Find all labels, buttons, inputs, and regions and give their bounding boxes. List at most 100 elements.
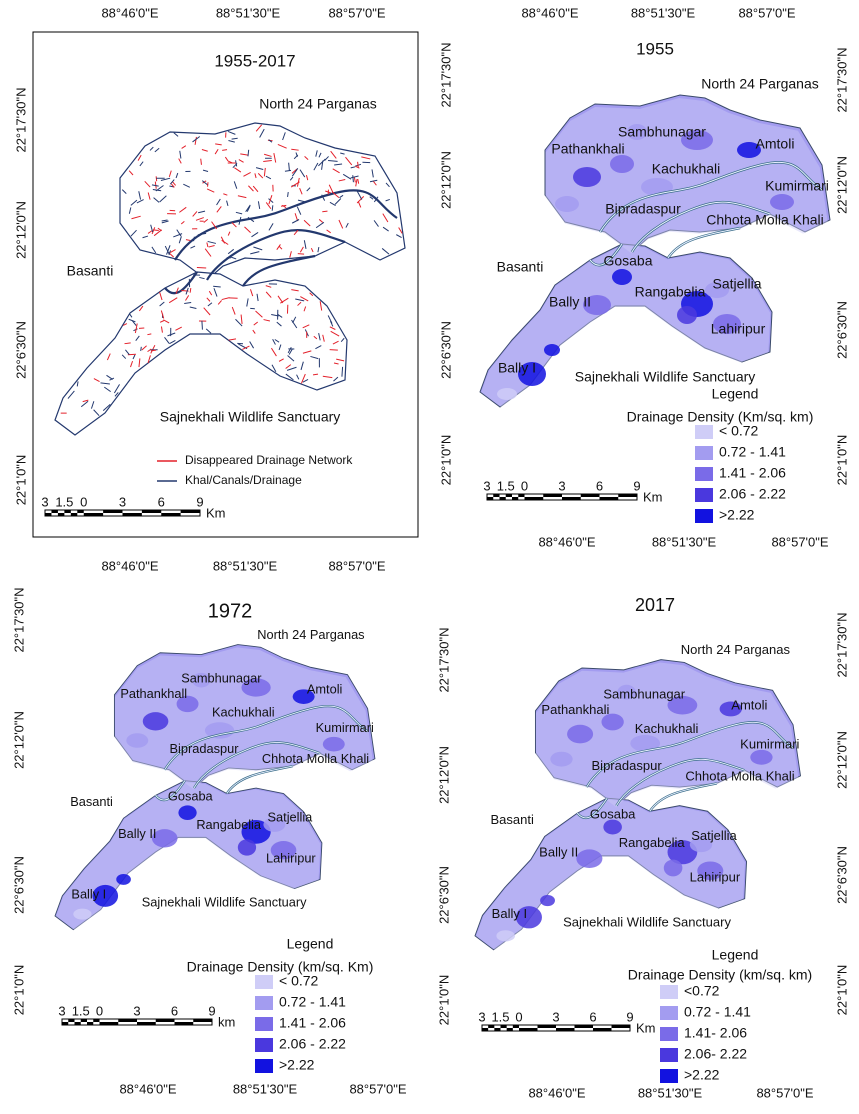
place-label: Lahiripur bbox=[711, 321, 766, 337]
scale-label: 9 bbox=[208, 1003, 215, 1018]
place-label: Bipradaspur bbox=[591, 758, 662, 773]
place-label: Kachukhali bbox=[212, 704, 275, 719]
drainage-line bbox=[330, 350, 338, 351]
axis-label: 88°46'0"E bbox=[119, 1081, 176, 1096]
axis-label: 88°51'30"E bbox=[638, 1085, 703, 1100]
drainage-line bbox=[153, 230, 159, 231]
scale-label: 3 bbox=[119, 494, 126, 509]
scale-segment bbox=[512, 497, 518, 500]
legend-label: <0.72 bbox=[684, 983, 720, 999]
scale-segment bbox=[87, 1022, 93, 1025]
panel-title: 1955-2017 bbox=[214, 51, 295, 70]
axis-label: 22°12'0"N bbox=[11, 711, 26, 769]
scale-segment bbox=[62, 1022, 68, 1025]
density-patch bbox=[603, 820, 622, 835]
legend-label: Disappeared Drainage Network bbox=[185, 453, 353, 467]
place-label: Bally II bbox=[118, 826, 156, 841]
density-patch bbox=[576, 849, 602, 868]
axis-label: 22°6'30"N bbox=[13, 321, 28, 379]
place-label: Kachukhali bbox=[652, 161, 721, 177]
place-label: Chhota Molla Khali bbox=[262, 751, 369, 766]
axis-label: 88°57'0"E bbox=[771, 534, 828, 549]
density-patch bbox=[612, 269, 632, 285]
legend-swatch bbox=[255, 1017, 273, 1031]
scale-label: 3 bbox=[478, 1009, 485, 1024]
scale-unit: Km bbox=[643, 489, 663, 504]
axis-label: 22°1'0"N bbox=[436, 975, 451, 1026]
axis-label: 22°12'0"N bbox=[436, 746, 451, 804]
scale-label: 3 bbox=[58, 1003, 65, 1018]
legend-label: 1.41 - 2.06 bbox=[279, 1015, 346, 1031]
scale-segment bbox=[58, 513, 64, 516]
density-patch bbox=[73, 909, 91, 920]
scale-label: 3 bbox=[41, 494, 48, 509]
scale-label: 9 bbox=[196, 494, 203, 509]
region bbox=[120, 123, 405, 280]
place-label: Lahiripur bbox=[266, 851, 316, 866]
place-label: Kumirmari bbox=[765, 178, 829, 194]
legend-label: 2.06- 2.22 bbox=[684, 1046, 747, 1062]
drainage-line bbox=[272, 205, 273, 210]
axis-label: 22°6'30"N bbox=[436, 866, 451, 924]
axis-label: 88°46'0"E bbox=[538, 534, 595, 549]
density-patch bbox=[555, 196, 579, 212]
place-label: Bally II bbox=[549, 294, 591, 310]
place-label: Sajnekhali Wildlife Sanctuary bbox=[160, 409, 341, 425]
density-patch bbox=[205, 722, 234, 738]
drainage-line bbox=[213, 286, 221, 287]
legend-swatch bbox=[660, 1006, 678, 1020]
scale-label: 6 bbox=[158, 494, 165, 509]
legend-label: 1.41 - 2.06 bbox=[719, 465, 786, 481]
scale-segment bbox=[84, 513, 103, 516]
axis-label: 22°1'0"N bbox=[13, 455, 28, 506]
legend-label: >2.22 bbox=[719, 507, 755, 523]
scale-segment bbox=[118, 1019, 137, 1022]
density-patch bbox=[497, 388, 517, 400]
place-label: Kachukhali bbox=[635, 721, 699, 736]
place-label: Bipradaspur bbox=[170, 741, 240, 756]
scale-label: 3 bbox=[133, 1003, 140, 1018]
legend-swatch bbox=[660, 985, 678, 999]
place-label: Sajnekhali Wildlife Sanctuary bbox=[563, 914, 731, 929]
scale-label: 3 bbox=[558, 478, 565, 493]
scale-segment bbox=[193, 1019, 212, 1022]
place-label: Bally II bbox=[539, 845, 578, 860]
legend-swatch bbox=[255, 996, 273, 1010]
density-patch bbox=[610, 155, 634, 173]
axis-label: 22°12'0"N bbox=[834, 731, 849, 789]
scale-label: 6 bbox=[596, 478, 603, 493]
scale-segment bbox=[75, 1022, 81, 1025]
legend-swatch bbox=[660, 1069, 678, 1083]
scale-unit: Km bbox=[636, 1020, 656, 1035]
scale-segment bbox=[142, 510, 161, 513]
legend-swatch bbox=[255, 975, 273, 989]
axis-label: 22°1'0"N bbox=[11, 965, 26, 1016]
place-label: Satjellia bbox=[268, 810, 314, 825]
place-label: Bally I bbox=[71, 886, 106, 901]
scale-label: 3 bbox=[483, 478, 490, 493]
place-label: Pathankhali bbox=[551, 141, 624, 157]
place-label: Basanti bbox=[67, 263, 114, 279]
scale-segment bbox=[156, 1019, 175, 1022]
axis-label: 22°12'0"N bbox=[438, 151, 453, 209]
scale-segment bbox=[93, 1019, 99, 1022]
axis-label: 22°17'30"N bbox=[11, 587, 26, 652]
drainage-line bbox=[288, 192, 289, 197]
scale-segment bbox=[501, 1025, 507, 1028]
axis-label: 22°12'0"N bbox=[834, 156, 849, 214]
scale-segment bbox=[494, 1028, 500, 1031]
scale-segment bbox=[519, 1028, 538, 1031]
map: North 24 ParganasPathankhaliSambhunagarA… bbox=[475, 642, 801, 950]
scale-segment bbox=[562, 497, 581, 500]
axis-label: 22°6'30"N bbox=[11, 856, 26, 914]
axis-label: 88°46'0"E bbox=[101, 558, 158, 573]
place-label: Lahiripur bbox=[690, 870, 741, 885]
scale-label: 6 bbox=[171, 1003, 178, 1018]
drainage-line bbox=[298, 254, 304, 255]
legend-label: < 0.72 bbox=[279, 973, 319, 989]
drainage-line bbox=[222, 150, 227, 151]
place-label: Satjellia bbox=[712, 276, 761, 292]
